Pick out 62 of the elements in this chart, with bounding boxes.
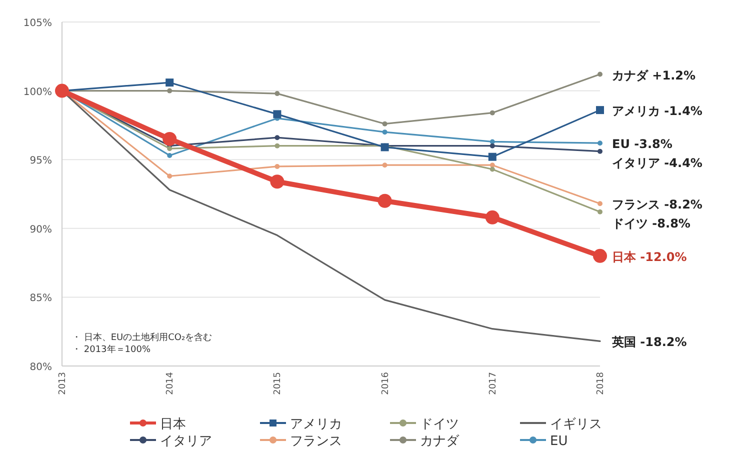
point bbox=[274, 143, 280, 148]
point bbox=[488, 152, 496, 161]
point bbox=[598, 201, 602, 206]
legend-label: イギリス bbox=[550, 417, 602, 432]
x-tick-label: 2015 bbox=[273, 372, 284, 395]
point bbox=[593, 248, 607, 263]
point bbox=[598, 72, 602, 77]
legend-label: EU bbox=[550, 434, 568, 449]
text: 英国 -18.2% bbox=[611, 335, 687, 350]
x-tick-label: 2013 bbox=[58, 372, 68, 395]
point bbox=[167, 152, 172, 158]
point bbox=[55, 84, 69, 98]
point bbox=[598, 148, 602, 154]
legend-label: ドイツ bbox=[420, 417, 459, 432]
x-tick-label: 2018 bbox=[596, 372, 606, 395]
point bbox=[274, 91, 280, 96]
point bbox=[485, 210, 500, 224]
point bbox=[490, 166, 495, 172]
annotation: ・ 2013年＝100% bbox=[72, 344, 151, 355]
point bbox=[167, 146, 172, 152]
legend-label: アメリカ bbox=[290, 417, 342, 432]
y-tick-label: 90% bbox=[30, 224, 52, 236]
point bbox=[270, 174, 284, 189]
text: 日本 -12.0% bbox=[612, 250, 687, 264]
point bbox=[596, 106, 604, 114]
y-tick-label: 80% bbox=[30, 362, 52, 373]
y-tick-label: 105% bbox=[23, 18, 52, 29]
y-tick-label: 85% bbox=[30, 293, 52, 304]
x-tick-label: 2014 bbox=[166, 372, 176, 395]
point bbox=[162, 132, 177, 146]
point bbox=[382, 130, 388, 135]
legend-label: 日本 bbox=[160, 417, 186, 432]
annotation: ・ 日本、EUの土地利用CO₂を含む bbox=[72, 332, 212, 343]
legend-label: カナダ bbox=[420, 434, 460, 449]
point bbox=[380, 143, 389, 152]
text: アメリカ -1.4% bbox=[612, 104, 702, 118]
y-tick-label: 100% bbox=[23, 86, 52, 98]
point bbox=[490, 139, 495, 144]
point bbox=[166, 78, 174, 87]
point bbox=[167, 88, 172, 94]
legend-label: フランス bbox=[290, 434, 342, 449]
point bbox=[378, 194, 392, 208]
point bbox=[382, 121, 388, 126]
point bbox=[598, 140, 602, 146]
text: フランス -8.2% bbox=[612, 198, 702, 212]
x-tick-label: 2016 bbox=[380, 372, 391, 395]
point bbox=[274, 164, 280, 169]
text: ドイツ -8.8% bbox=[612, 216, 690, 231]
y-tick-label: 95% bbox=[30, 156, 52, 167]
point bbox=[273, 110, 282, 118]
point bbox=[490, 143, 495, 148]
point bbox=[598, 209, 602, 214]
legend-label: イタリア bbox=[160, 434, 212, 449]
point bbox=[382, 162, 388, 168]
point bbox=[490, 162, 495, 168]
point bbox=[490, 110, 495, 116]
text: EU -3.8% bbox=[612, 137, 672, 152]
point bbox=[167, 174, 172, 179]
text: カナダ +1.2% bbox=[612, 68, 696, 82]
text: イタリア -4.4% bbox=[612, 156, 702, 170]
point bbox=[274, 135, 280, 140]
x-tick-label: 2017 bbox=[488, 372, 498, 395]
